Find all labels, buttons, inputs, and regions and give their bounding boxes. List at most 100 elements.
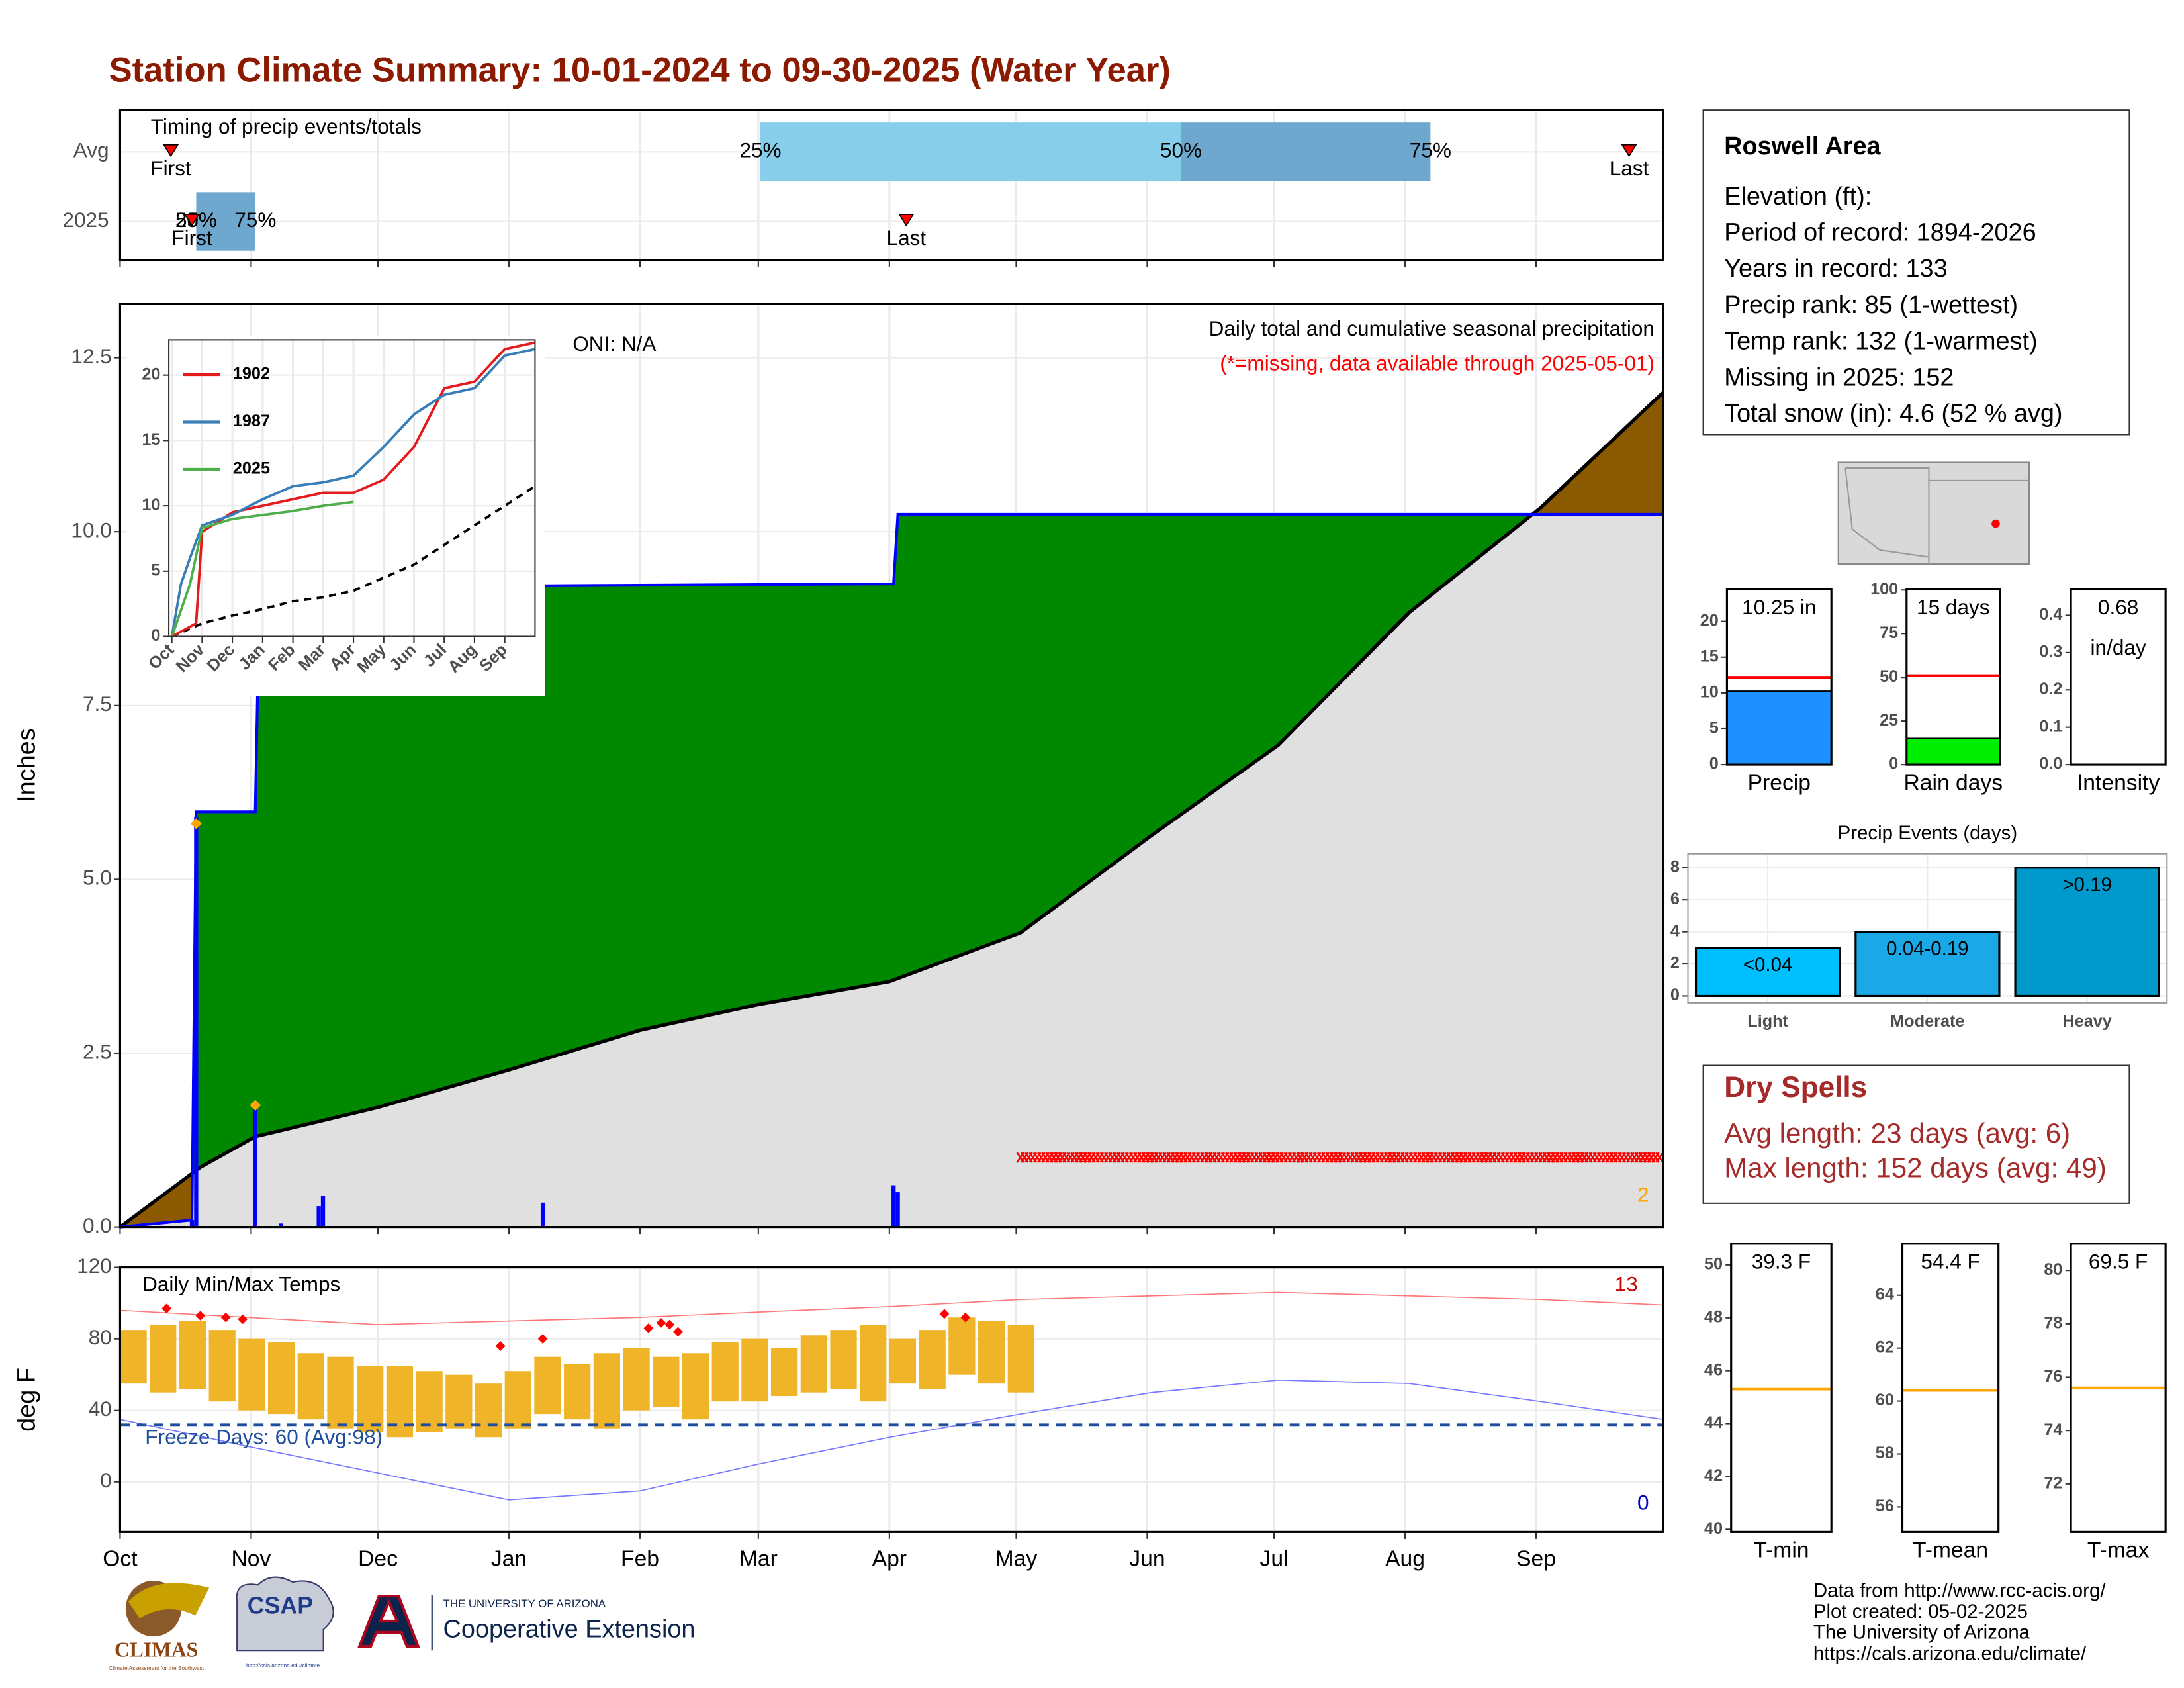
y-tick-label: 62 xyxy=(1876,1338,1894,1356)
y-tick-label: 0 xyxy=(1670,986,1680,1004)
temp-bar xyxy=(860,1325,887,1402)
cumulative-line xyxy=(120,512,1663,1229)
bar-label: 0.04-0.19 xyxy=(1886,938,1968,960)
map-frame xyxy=(1837,461,2030,565)
temp-bar xyxy=(208,1330,236,1402)
record-low-line xyxy=(120,1379,1663,1501)
x-tick-label: Jun xyxy=(1129,1546,1165,1571)
record-marker xyxy=(643,1323,654,1333)
y-tick-label: 0.0 xyxy=(83,1213,112,1237)
climas-swoosh xyxy=(128,1583,210,1618)
y-tick-label: 5.0 xyxy=(83,866,112,890)
quantile-box xyxy=(196,192,255,251)
bar-label: >0.19 xyxy=(2062,874,2112,896)
info-line: Missing in 2025: 152 xyxy=(1724,363,1954,391)
daily-bar xyxy=(891,1185,896,1227)
temp-bar xyxy=(830,1330,857,1389)
daily-bar xyxy=(253,1105,257,1227)
station-dot xyxy=(1991,519,2000,528)
temp-bar xyxy=(1007,1325,1034,1393)
value-bar xyxy=(1726,690,1833,766)
x-tick-label: Sep xyxy=(1516,1546,1556,1571)
daily-bar xyxy=(316,1206,321,1227)
y-axis-label: deg F xyxy=(13,1368,41,1432)
y-tick-label: 80 xyxy=(2044,1260,2062,1279)
temp-bar xyxy=(504,1371,531,1429)
x-axis-label: Intensity xyxy=(2077,771,2160,795)
y-tick-label: 10.0 xyxy=(71,518,111,542)
y-tick-label: 75 xyxy=(1880,624,1898,642)
panel-title: Precip Events (days) xyxy=(1838,822,2018,844)
category-label: Avg xyxy=(73,138,109,162)
csap-cloud xyxy=(236,1576,334,1652)
info-line: Precip rank: 85 (1-wettest) xyxy=(1724,291,2018,319)
note: (*=missing, data available through 2025-… xyxy=(1220,352,1655,375)
logo-text: Cooperative Extension xyxy=(443,1616,696,1644)
panel-frame xyxy=(118,109,1664,262)
value-bar xyxy=(1905,737,2001,766)
footer: Data from http://www.rcc-acis.org/ Plot … xyxy=(1813,1580,2106,1665)
quantile-label: 75% xyxy=(234,208,276,232)
footer-line: https://cals.arizona.edu/climate/ xyxy=(1813,1642,2087,1664)
y-tick-label: 10 xyxy=(142,496,160,514)
temp-bar xyxy=(150,1325,177,1393)
y-tick-label: 0 xyxy=(1889,755,1898,773)
value-label: 10.25 in xyxy=(1742,595,1816,619)
high-count: 13 xyxy=(1615,1272,1638,1295)
panel-bg xyxy=(1731,1243,1832,1532)
series-line xyxy=(171,341,535,638)
x-tick-label: Dec xyxy=(358,1546,398,1571)
x-tick-label: May xyxy=(995,1546,1038,1571)
quantile-label: 25% xyxy=(739,138,781,162)
y-tick-label: 2 xyxy=(1670,954,1680,972)
y-tick-label: 15 xyxy=(142,430,160,449)
x-tick-label: Light xyxy=(1747,1012,1788,1031)
y-tick-label: 0.4 xyxy=(2039,605,2062,624)
average-line xyxy=(118,391,1664,1229)
panel-frame xyxy=(1730,1243,1833,1533)
timing-marker xyxy=(1621,144,1637,158)
y-tick-label: 42 xyxy=(1704,1466,1723,1485)
value-label: 39.3 F xyxy=(1752,1250,1811,1274)
panel-title: Timing of precip events/totals xyxy=(151,115,422,138)
legend-label: 2025 xyxy=(233,459,270,478)
quantile-box xyxy=(760,122,1181,181)
timing-label: First xyxy=(171,226,212,250)
panel-frame xyxy=(1725,588,1833,766)
temp-bar xyxy=(564,1364,591,1420)
temp-bar xyxy=(267,1342,295,1415)
temp-bar xyxy=(741,1338,768,1402)
y-tick-label: 64 xyxy=(1876,1285,1894,1303)
y-tick-label: 5 xyxy=(1709,719,1719,737)
bar xyxy=(1854,931,2001,998)
y-tick-label: 46 xyxy=(1704,1360,1723,1379)
y-tick-label: 0.2 xyxy=(2039,680,2062,698)
x-tick-label: Nov xyxy=(231,1546,271,1571)
record-high-line xyxy=(120,1291,1663,1325)
panel-frame xyxy=(118,1266,1664,1533)
temp-bar xyxy=(948,1317,976,1375)
daily-bar xyxy=(540,1202,545,1227)
y-tick-label: 50 xyxy=(1704,1254,1723,1273)
dry-line: Max length: 152 days (avg: 49) xyxy=(1724,1152,2107,1183)
y-tick-label: 48 xyxy=(1704,1307,1723,1326)
temp-bar xyxy=(475,1383,502,1438)
panel-bg xyxy=(2071,588,2166,765)
y-tick-label: 4 xyxy=(1670,921,1680,940)
dry-frame xyxy=(1702,1064,2130,1204)
y-tick-label: 72 xyxy=(2044,1474,2062,1492)
base-area xyxy=(120,514,1663,1227)
dry-spells: Dry Spells Avg length: 23 days (avg: 6) … xyxy=(1702,1064,2130,1204)
y-tick-label: 74 xyxy=(2044,1421,2062,1439)
info-title: Roswell Area xyxy=(1724,132,1881,160)
info-line: Years in record: 133 xyxy=(1724,255,1947,283)
freeze-label: Freeze Days: 60 (Avg:98) xyxy=(145,1425,383,1449)
y-tick-label: 120 xyxy=(77,1254,112,1278)
y-tick-label: 0.1 xyxy=(2039,717,2062,735)
temp-bar xyxy=(327,1356,354,1429)
x-tick-label: Mar xyxy=(739,1546,778,1571)
y-tick-label: 60 xyxy=(1876,1391,1894,1409)
temp-bar xyxy=(653,1356,680,1407)
low-count: 0 xyxy=(1637,1491,1649,1515)
